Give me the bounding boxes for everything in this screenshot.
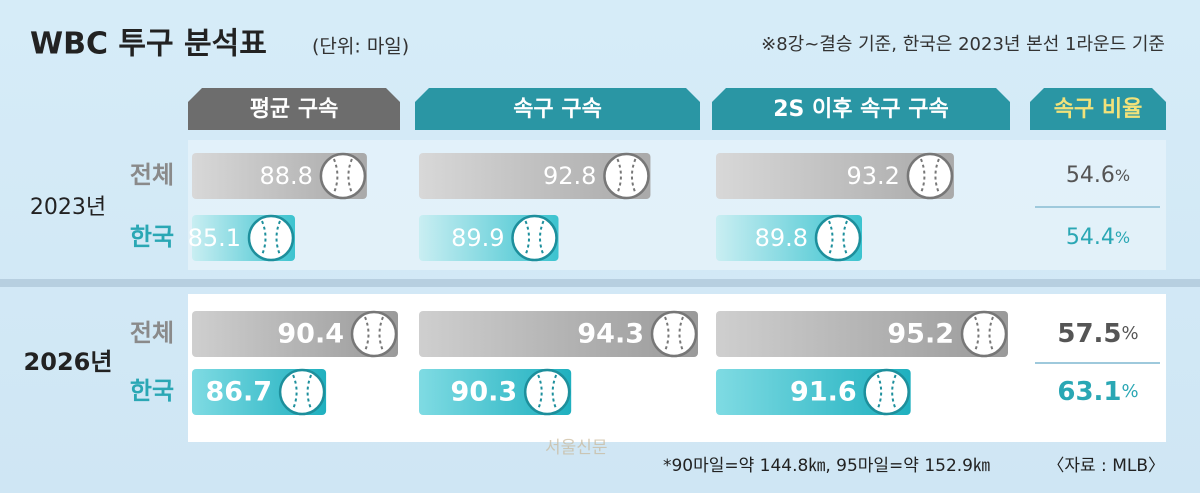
speed-value: 85.1	[188, 224, 241, 252]
baseball-stitch	[876, 374, 897, 410]
ratio-value: 63.1%	[1057, 377, 1138, 407]
source: 〈자료 : MLB〉	[1047, 456, 1165, 476]
column-tab	[188, 88, 400, 130]
baseball	[863, 368, 910, 416]
speed-bar	[419, 153, 651, 199]
year-label: 2026년	[24, 348, 113, 376]
speed-value: 89.8	[755, 224, 808, 252]
speed-value: 89.9	[451, 224, 504, 252]
speed-bar	[419, 311, 698, 357]
column-header: 속구 비율	[1054, 97, 1143, 122]
column-header: 2S 이후 속구 구속	[773, 97, 949, 122]
baseball-stitch	[332, 158, 353, 194]
row-label: 한국	[130, 377, 174, 405]
year-label: 2023년	[30, 195, 106, 220]
note: ※8강~결승 기준, 한국은 2023년 본선 1라운드 기준	[761, 34, 1165, 55]
column-tab	[415, 88, 700, 130]
baseball-stitch	[664, 316, 684, 352]
speed-value: 91.6	[790, 377, 857, 408]
ratio-value: 57.5%	[1057, 319, 1138, 349]
speed-value: 86.7	[205, 377, 272, 408]
baseball	[319, 152, 367, 200]
baseball	[906, 152, 954, 200]
unit: (단위: 마일)	[312, 36, 409, 58]
column-tab	[712, 88, 1010, 130]
baseball-stitch	[524, 220, 545, 256]
speed-bar	[716, 369, 911, 415]
baseball	[247, 214, 295, 262]
ratio-value: 54.4%	[1066, 225, 1130, 250]
column-header: 속구 구속	[513, 97, 602, 122]
row-label: 한국	[130, 223, 174, 251]
ratio-value: 54.6%	[1066, 163, 1130, 188]
speed-bar	[716, 311, 1008, 357]
baseball-stitch	[919, 158, 940, 194]
row-label: 전체	[130, 161, 174, 189]
baseball	[511, 214, 558, 262]
baseball	[814, 214, 862, 262]
baseball	[960, 310, 1008, 358]
baseball	[650, 310, 698, 358]
separator	[0, 279, 1200, 287]
baseball-stitch	[292, 374, 313, 410]
footnote: *90마일=약 144.8㎞, 95마일=약 152.9㎞	[663, 456, 990, 476]
baseball-stitch	[364, 316, 384, 352]
speed-value: 90.4	[277, 319, 344, 350]
watermark: 서울신문	[545, 438, 608, 458]
baseball-stitch	[261, 220, 281, 256]
speed-value: 92.8	[543, 162, 596, 190]
column-header: 평균 구속	[250, 97, 339, 122]
baseball-stitch	[828, 220, 848, 256]
baseball	[523, 368, 571, 416]
baseball-stitch	[537, 374, 558, 410]
baseball-stitch	[974, 316, 994, 352]
title: WBC 투구 분석표	[30, 27, 267, 62]
baseball	[350, 310, 398, 358]
speed-bar	[192, 311, 398, 357]
column-tab	[1030, 88, 1166, 130]
speed-value: 90.3	[451, 377, 518, 408]
speed-value: 95.2	[887, 319, 954, 350]
row-label: 전체	[130, 319, 174, 347]
speed-bar	[716, 153, 954, 199]
baseball-stitch	[616, 158, 637, 194]
baseball	[603, 152, 650, 200]
speed-value: 94.3	[577, 319, 644, 350]
baseball	[278, 368, 326, 416]
speed-value: 93.2	[846, 162, 899, 190]
speed-value: 88.8	[259, 162, 312, 190]
